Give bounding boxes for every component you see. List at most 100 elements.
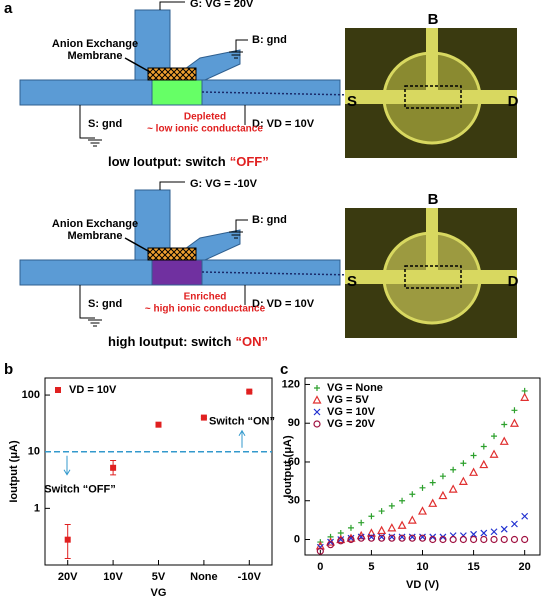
point bbox=[316, 547, 324, 555]
point bbox=[367, 534, 376, 542]
point bbox=[419, 484, 426, 491]
membrane-label: Membrane bbox=[67, 230, 122, 242]
point bbox=[378, 533, 386, 541]
point bbox=[418, 534, 427, 542]
y-tick-label: 90 bbox=[288, 417, 300, 429]
x-tick-label: 5 bbox=[368, 561, 374, 573]
point bbox=[366, 528, 376, 537]
schematic: G: VG = -10V B: gnd Anion ExchangeMembrane… bbox=[19, 178, 519, 349]
point bbox=[509, 418, 519, 427]
photo-channel bbox=[345, 270, 517, 284]
plot-frame bbox=[44, 377, 273, 566]
x-tick-label: 5V bbox=[152, 571, 166, 583]
legend-label: VD = 10V bbox=[69, 384, 117, 396]
base-label: B: gnd bbox=[252, 214, 287, 226]
y-tick-label: 120 bbox=[282, 378, 300, 390]
photo-label: S bbox=[347, 93, 357, 110]
point bbox=[388, 534, 396, 542]
point bbox=[429, 535, 437, 544]
point bbox=[246, 388, 253, 395]
x-axis-label: VD (V) bbox=[406, 579, 439, 591]
membrane bbox=[147, 67, 197, 81]
y-tick-label: 1 bbox=[34, 502, 40, 514]
chart: 1 10 100 20V 10V 5V None -10V VD = 10V Switch “ON… bbox=[8, 377, 275, 599]
caption: low Ioutput: switch “OFF” bbox=[108, 154, 269, 169]
x-tick-label: 15 bbox=[467, 561, 479, 573]
legend-label: VG = 10V bbox=[327, 406, 376, 418]
point bbox=[511, 407, 518, 414]
point bbox=[480, 443, 487, 450]
point bbox=[458, 476, 468, 485]
gate-label: G: VG = -10V bbox=[190, 178, 258, 190]
point bbox=[388, 502, 395, 509]
point bbox=[499, 436, 509, 445]
point bbox=[500, 535, 508, 544]
gate-label: G: VG = 20V bbox=[190, 0, 254, 10]
point bbox=[448, 484, 458, 493]
photo-gate bbox=[426, 208, 438, 270]
region bbox=[151, 259, 203, 286]
lead bbox=[79, 285, 95, 319]
point bbox=[200, 414, 207, 421]
point bbox=[480, 535, 488, 544]
legend-label: VG = None bbox=[327, 382, 383, 394]
annotation-arrow bbox=[63, 455, 71, 476]
x-tick-label: 20V bbox=[58, 571, 78, 583]
point bbox=[470, 452, 477, 459]
source-label: S: gnd bbox=[88, 118, 122, 130]
point bbox=[347, 524, 354, 531]
x-tick-label: 0 bbox=[317, 561, 323, 573]
legend-marker bbox=[314, 385, 320, 391]
legend-label: VG = 20V bbox=[327, 418, 376, 430]
photo-label: D bbox=[508, 93, 519, 110]
point bbox=[428, 498, 438, 507]
ground-symbol bbox=[229, 231, 243, 239]
point bbox=[378, 534, 386, 542]
annotation: Switch “OFF” bbox=[44, 484, 116, 496]
legend-marker bbox=[313, 408, 321, 416]
point bbox=[409, 491, 416, 498]
state-label: Enriched bbox=[184, 292, 227, 303]
x-tick-label: 10 bbox=[416, 561, 428, 573]
point bbox=[408, 534, 416, 542]
photo-gate bbox=[426, 28, 438, 90]
ground-symbol bbox=[88, 139, 102, 147]
legend-label: VG = 5V bbox=[327, 394, 370, 406]
drain-label: D: VD = 10V bbox=[252, 118, 315, 130]
caption-text: low Ioutput: switch bbox=[108, 154, 226, 169]
photo-box bbox=[404, 85, 462, 109]
state-label: ~ high ionic conductance bbox=[145, 304, 266, 315]
y-axis-label: Ioutput (μA) bbox=[282, 435, 294, 498]
y-tick-label: 10 bbox=[28, 446, 40, 458]
ground-symbol bbox=[88, 319, 102, 327]
point bbox=[347, 534, 355, 542]
lead bbox=[235, 219, 248, 232]
photo-label: D bbox=[508, 273, 519, 290]
point bbox=[460, 460, 467, 467]
point bbox=[489, 449, 499, 458]
point bbox=[110, 464, 117, 471]
photo-box bbox=[404, 265, 462, 289]
point bbox=[336, 534, 346, 544]
point bbox=[357, 534, 365, 542]
x-tick-label: None bbox=[190, 571, 218, 583]
point bbox=[368, 513, 375, 520]
y-tick-label: 0 bbox=[294, 533, 300, 545]
point bbox=[357, 533, 365, 541]
point bbox=[326, 541, 335, 549]
x-tick-label: 10V bbox=[103, 571, 123, 583]
lead bbox=[159, 1, 185, 10]
point bbox=[388, 533, 396, 541]
membrane-label: Anion Exchange bbox=[52, 38, 138, 50]
point bbox=[397, 520, 407, 529]
point bbox=[439, 473, 446, 480]
point bbox=[490, 535, 498, 544]
photo-label: S bbox=[347, 273, 357, 290]
point bbox=[358, 519, 365, 526]
caption-highlight: “ON” bbox=[235, 334, 268, 349]
arrow bbox=[124, 237, 151, 253]
point bbox=[491, 433, 498, 440]
point bbox=[337, 537, 345, 545]
y-tick-label: 60 bbox=[288, 456, 300, 468]
